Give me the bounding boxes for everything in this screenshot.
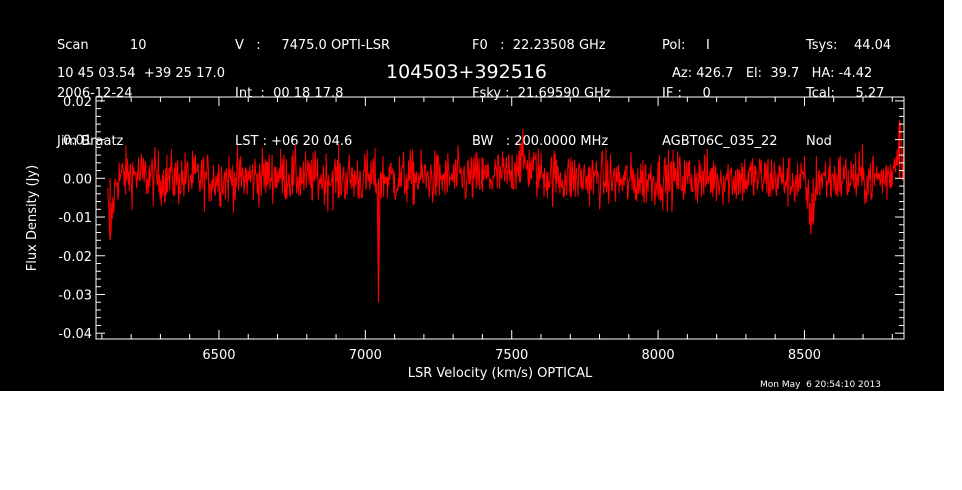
y-tick-label: 0.02 bbox=[63, 95, 92, 110]
y-tick-label: -0.03 bbox=[58, 288, 92, 303]
header-scan: Scan 10 bbox=[57, 38, 147, 53]
header-tsys: Tsys: 44.04 bbox=[806, 38, 892, 53]
header-procedure: Nod bbox=[806, 134, 832, 149]
spectrum-line bbox=[107, 122, 905, 298]
x-tick-label: 7500 bbox=[495, 348, 528, 363]
source-name: 104503+392516 bbox=[386, 61, 547, 83]
x-axis-label: LSR Velocity (km/s) OPTICAL bbox=[408, 366, 593, 381]
header-lst: LST : +06 20 04.6 bbox=[235, 134, 353, 149]
x-tick-label: 6500 bbox=[202, 348, 235, 363]
header-f0: F0 : 22.23508 GHz bbox=[472, 38, 606, 53]
header-col-pol: Pol: I IF : 0 AGBT06C_035_22 bbox=[662, 6, 778, 182]
x-tick-label: 8500 bbox=[788, 348, 821, 363]
x-tick-label: 7000 bbox=[349, 348, 382, 363]
plot-panel: Scan 10 2006-12-24 Jim Braatz V : 7475.0… bbox=[0, 0, 944, 391]
y-tick-label: -0.02 bbox=[58, 250, 92, 265]
y-axis-label: Flux Density (Jy) bbox=[25, 165, 40, 271]
y-tick-label: -0.04 bbox=[58, 327, 92, 342]
az-el-ha: Az: 426.7 El: 39.7 HA: -4.42 bbox=[672, 66, 873, 81]
source-coordinates: 10 45 03.54 +39 25 17.0 bbox=[57, 66, 226, 81]
y-tick-label: 0.00 bbox=[63, 172, 92, 187]
header-bw: BW : 200.0000 MHz bbox=[472, 134, 609, 149]
header-project: AGBT06C_035_22 bbox=[662, 134, 778, 149]
header-velocity: V : 7475.0 OPTI-LSR bbox=[235, 38, 391, 53]
y-tick-label: -0.01 bbox=[58, 211, 92, 226]
header-col-scan: Scan 10 2006-12-24 Jim Braatz bbox=[57, 6, 146, 182]
plot-timestamp: Mon May 6 20:54:10 2013 bbox=[760, 380, 881, 390]
header-observer: Jim Braatz bbox=[57, 134, 124, 149]
header-if: IF : 0 bbox=[662, 86, 711, 101]
x-tick-label: 8000 bbox=[642, 348, 675, 363]
axes-frame bbox=[95, 96, 905, 340]
y-tick-label: 0.01 bbox=[63, 134, 92, 149]
header-pol: Pol: I bbox=[662, 38, 710, 53]
spectrum-chart: 6500 7000 7500 8000 8500 -0.04 -0.03 -0.02 -0.01… bbox=[25, 95, 905, 381]
